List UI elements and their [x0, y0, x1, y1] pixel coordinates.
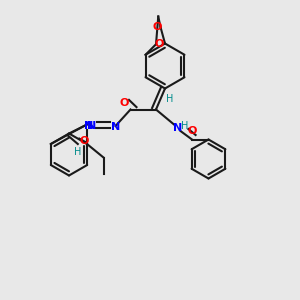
Text: O: O: [187, 126, 197, 136]
Text: O: O: [153, 22, 162, 32]
Text: O: O: [120, 98, 129, 108]
Text: O: O: [154, 39, 164, 49]
Text: N: N: [111, 122, 120, 133]
Text: N: N: [84, 121, 93, 131]
Text: N: N: [173, 123, 182, 133]
Text: H: H: [166, 94, 173, 104]
Text: O: O: [80, 136, 89, 146]
Text: H: H: [181, 121, 188, 131]
Text: H: H: [74, 147, 82, 158]
Text: N: N: [87, 121, 96, 131]
